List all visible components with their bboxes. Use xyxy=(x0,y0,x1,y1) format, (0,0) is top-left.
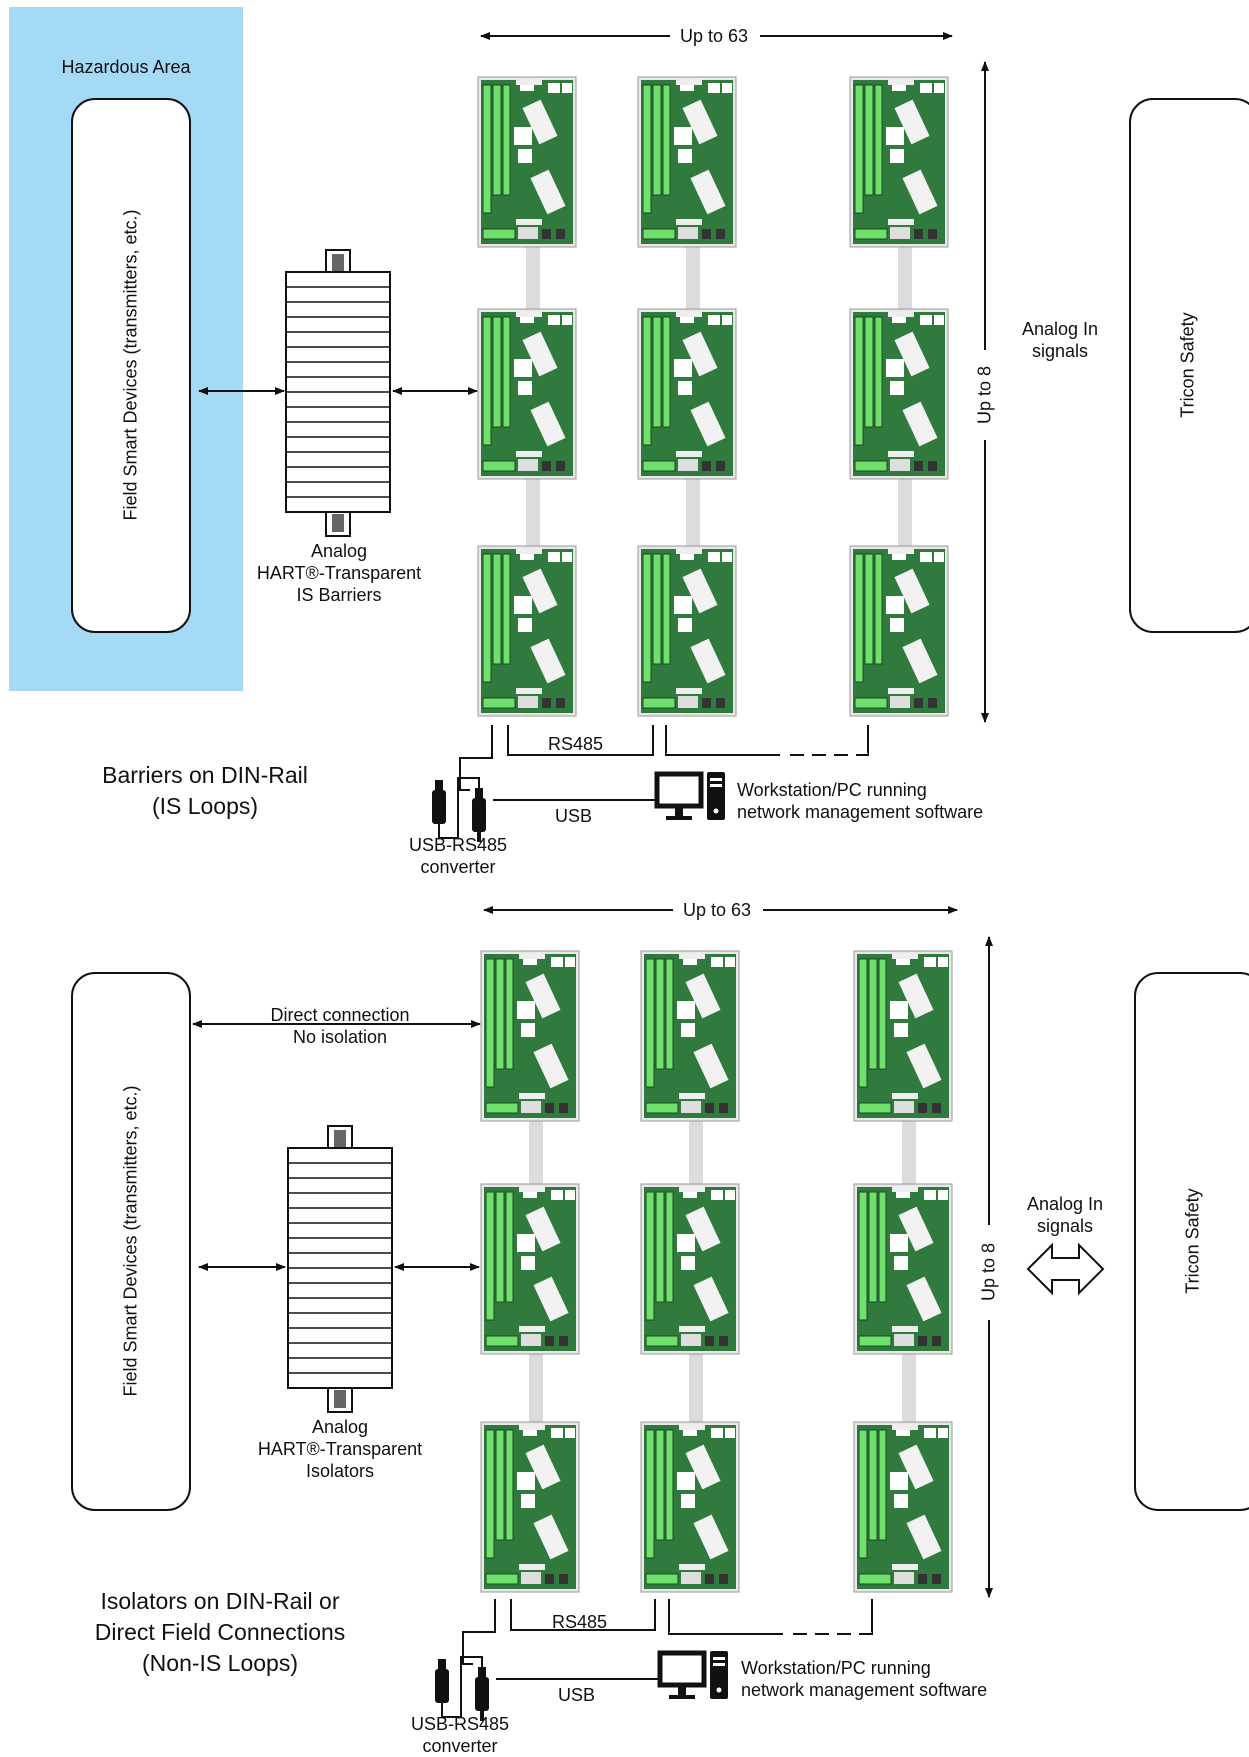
field-devices-label-bottom: Field Smart Devices (transmitters, etc.) xyxy=(120,1085,141,1397)
workstation-label-bottom: Workstation/PC running network managemen… xyxy=(741,1658,988,1700)
multiplexer-board-icon xyxy=(637,76,737,248)
din-rail-module-icon xyxy=(287,1125,393,1413)
multiplexer-board-icon xyxy=(853,1421,953,1593)
hazardous-area-label: Hazardous Area xyxy=(61,57,191,77)
multiplexer-board-icon xyxy=(477,545,577,717)
tricon-label-top: Tricon Safety xyxy=(1177,312,1198,418)
field-devices-label-top: Field Smart Devices (transmitters, etc.) xyxy=(120,209,141,521)
multiplexer-board-icon xyxy=(640,1183,740,1355)
multiplexer-board-icon xyxy=(637,545,737,717)
multiplexer-board-grid xyxy=(477,76,953,1593)
section-title-bottom: Isolators on DIN-Rail or Direct Field Co… xyxy=(94,1588,346,1676)
rs485-label-top: RS485 xyxy=(548,734,604,754)
multiplexer-board-icon xyxy=(853,1183,953,1355)
section-title-top: Barriers on DIN-Rail (IS Loops) xyxy=(102,762,308,819)
bidirectional-arrow-icon xyxy=(1026,1242,1105,1296)
workstation-pc-icon xyxy=(657,1650,728,1699)
usb-rs485-converter-icon xyxy=(435,1656,489,1721)
multiplexer-board-icon xyxy=(849,76,949,248)
workstation-label-top: Workstation/PC running network managemen… xyxy=(737,780,984,822)
multiplexer-board-icon xyxy=(477,76,577,248)
rows-label-top: Up to 8 xyxy=(974,360,996,430)
multiplexer-board-icon xyxy=(480,1421,580,1593)
rs485-bus-top xyxy=(459,725,869,801)
columns-label-bottom: Up to 63 xyxy=(678,899,757,921)
field-devices-box-bottom xyxy=(71,972,191,1511)
usb-label-top: USB xyxy=(555,806,593,826)
barrier-label: Analog HART®-Transparent IS Barriers xyxy=(256,541,422,605)
multiplexer-board-icon xyxy=(480,1183,580,1355)
signals-label-top: Analog In signals xyxy=(1021,319,1099,361)
tricon-label-bottom: Tricon Safety xyxy=(1182,1188,1203,1294)
rs485-label-bottom: RS485 xyxy=(552,1612,608,1632)
din-rail-module-icon xyxy=(285,249,391,537)
converter-label-bottom: USB-RS485 converter xyxy=(410,1714,510,1756)
multiplexer-board-icon xyxy=(853,950,953,1122)
workstation-pc-icon xyxy=(654,771,725,820)
columns-label-top: Up to 63 xyxy=(675,25,754,47)
multiplexer-board-icon xyxy=(640,1421,740,1593)
field-devices-box-top xyxy=(71,98,191,633)
tricon-box-bottom xyxy=(1134,972,1249,1511)
converter-label-top: USB-RS485 converter xyxy=(408,835,508,877)
multiplexer-board-icon xyxy=(640,950,740,1122)
multiplexer-board-icon xyxy=(849,545,949,717)
signals-label-bottom: Analog In signals xyxy=(1026,1194,1104,1236)
usb-label-bottom: USB xyxy=(558,1685,596,1705)
multiplexer-board-icon xyxy=(637,308,737,480)
rs485-bus-bottom xyxy=(462,1599,873,1680)
isolator-label: Analog HART®-Transparent Isolators xyxy=(257,1417,423,1481)
multiplexer-board-icon xyxy=(849,308,949,480)
usb-rs485-converter-icon xyxy=(432,777,486,842)
multiplexer-board-icon xyxy=(477,308,577,480)
multiplexer-board-icon xyxy=(480,950,580,1122)
tricon-box-top xyxy=(1129,98,1249,633)
direct-connection-label: Direct connection No isolation xyxy=(270,1005,410,1047)
rows-label-bottom: Up to 8 xyxy=(978,1237,1000,1307)
